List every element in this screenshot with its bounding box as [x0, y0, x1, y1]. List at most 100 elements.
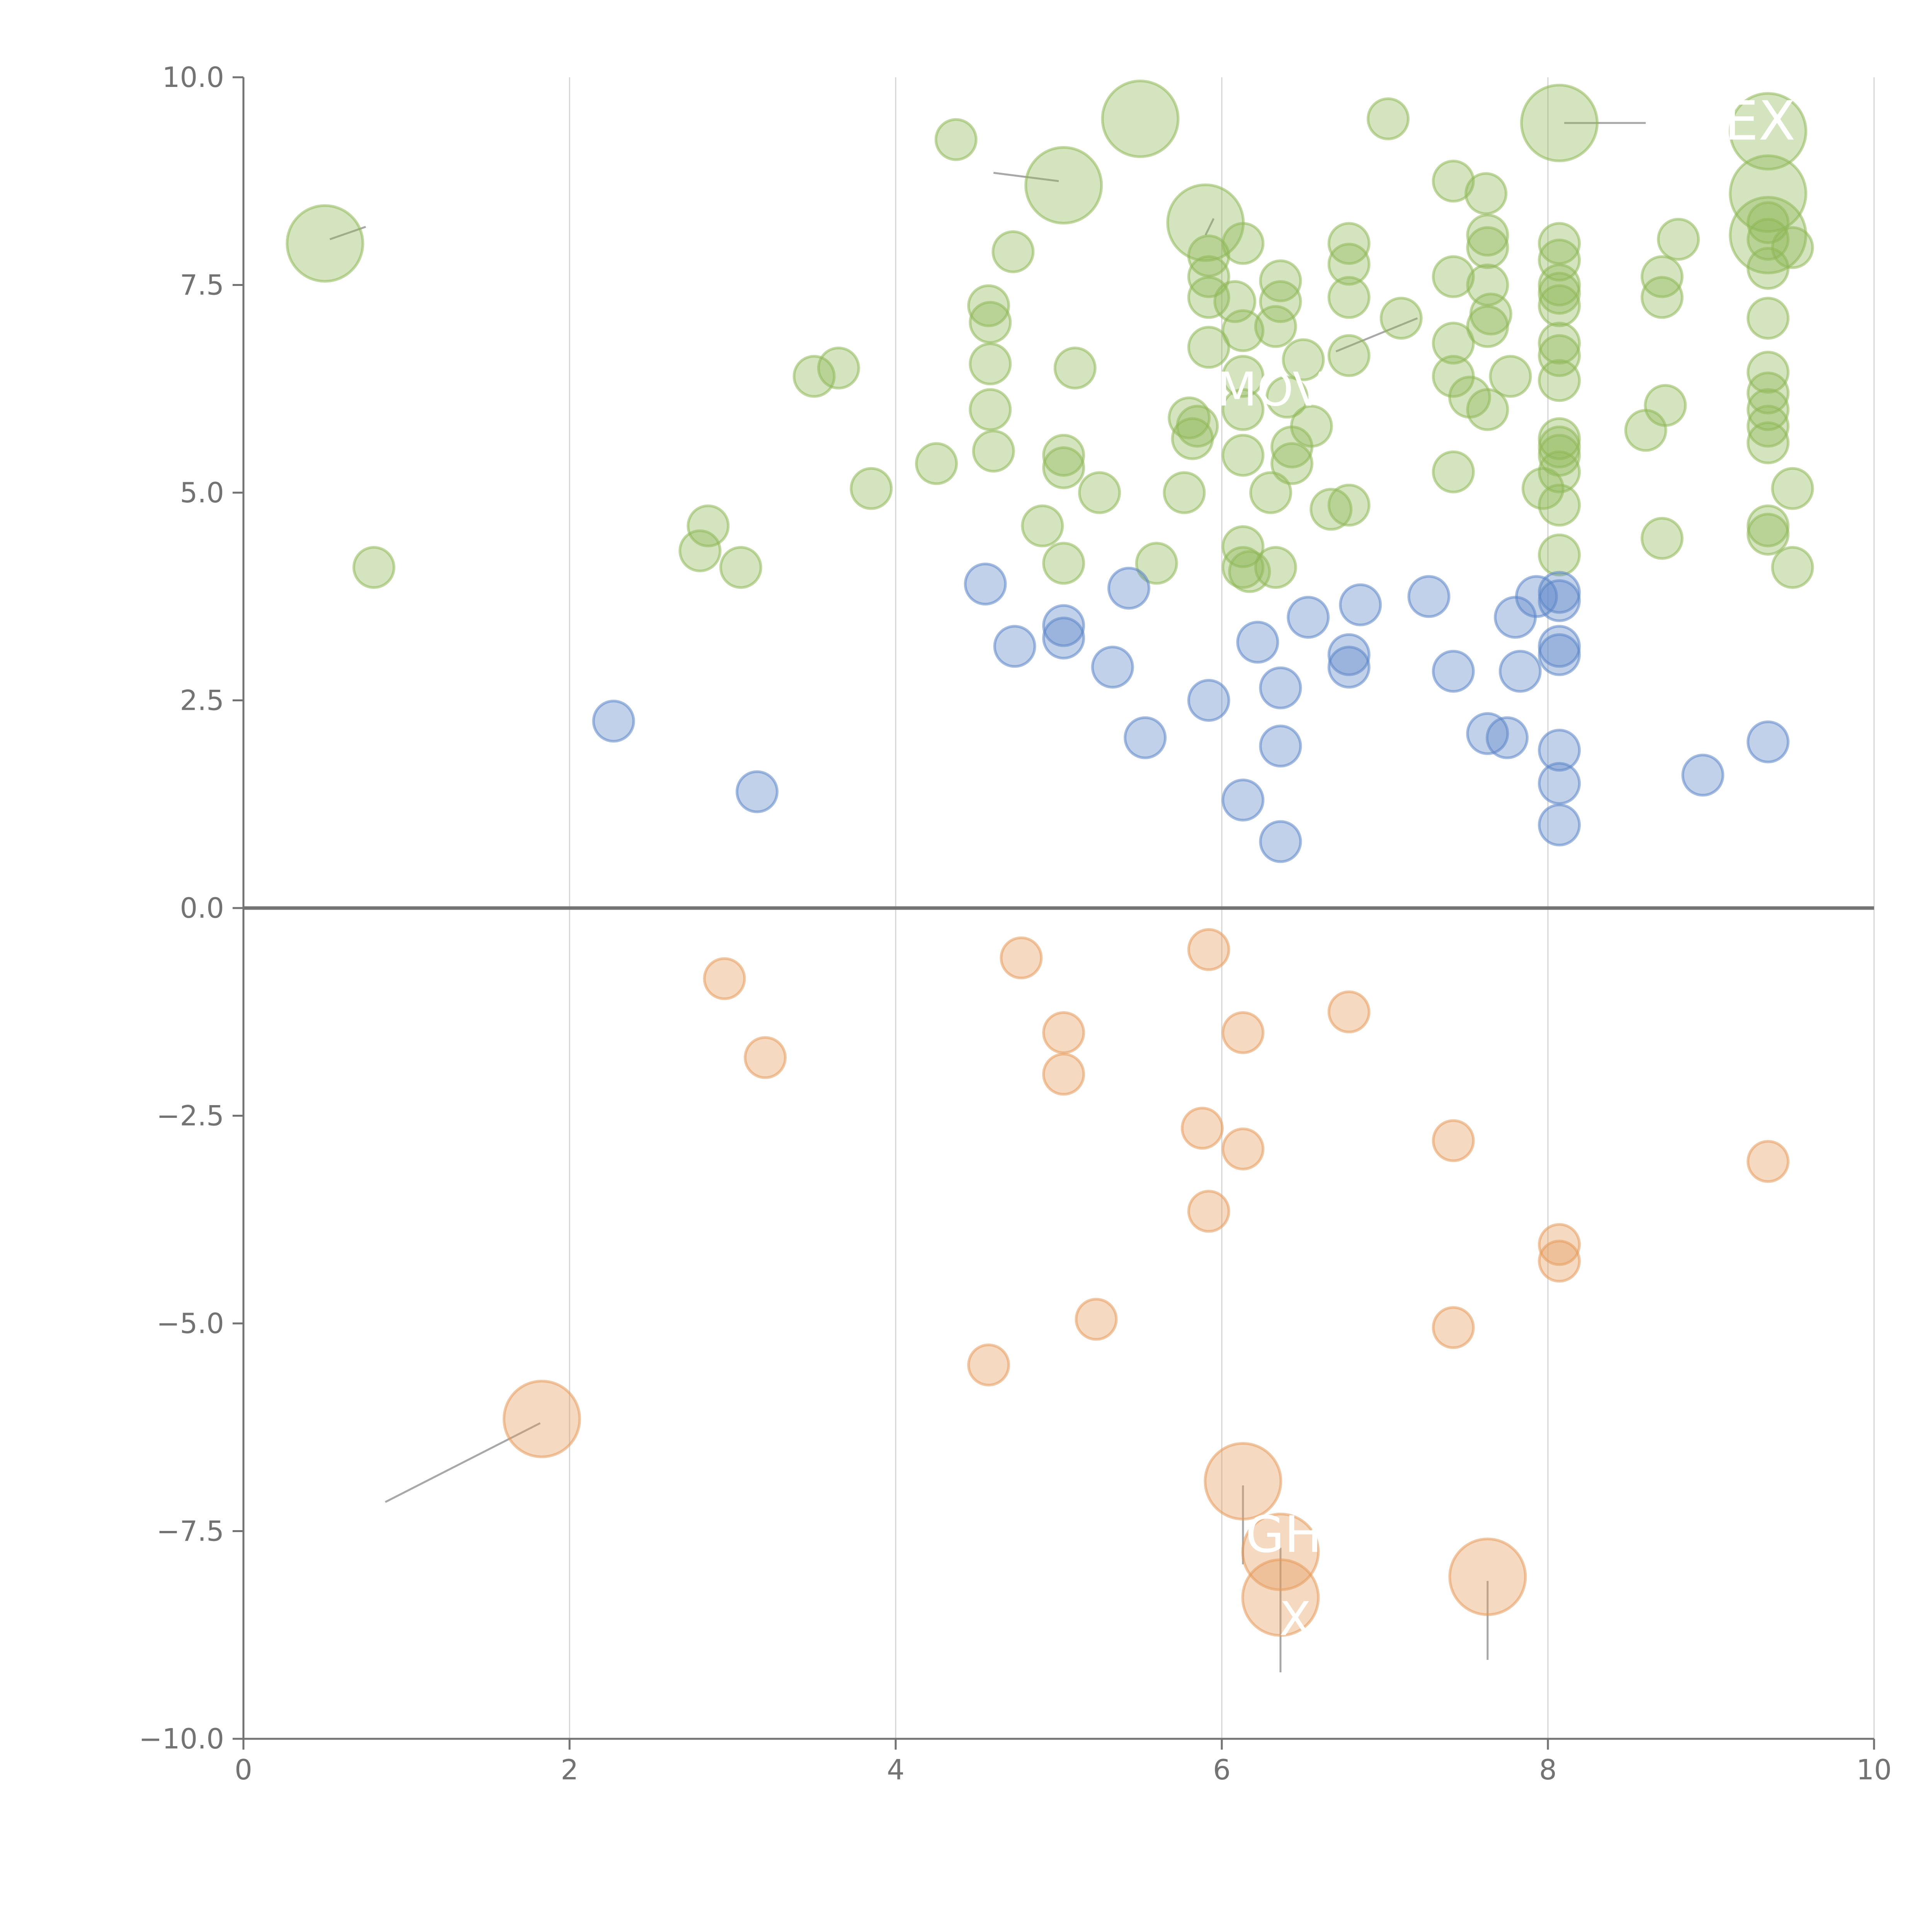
bubble-blue: [1339, 583, 1382, 626]
bubble-label: X: [1279, 1592, 1311, 1646]
bubble-green: [1254, 305, 1297, 348]
bubble-orange: [967, 1344, 1010, 1386]
bubble-green: [1747, 371, 1790, 415]
bubble-green: [1538, 359, 1581, 402]
bubble-orange: [1042, 1011, 1085, 1054]
bubble-green: [1366, 97, 1410, 140]
label-leader-lines: [329, 122, 1646, 1672]
bubble-green: [1729, 154, 1808, 233]
bubble-green: [1187, 326, 1230, 369]
bubbles: [286, 80, 1814, 1637]
bubble-blue: [592, 699, 635, 743]
bubble-green: [1432, 321, 1475, 365]
bubble-green: [1053, 347, 1097, 389]
bubble-blue: [1259, 820, 1302, 863]
bubble-blue: [1747, 720, 1790, 764]
bubble-green: [1466, 388, 1509, 431]
bubble-green: [793, 355, 836, 398]
bubble-blue: [1486, 716, 1529, 759]
bubble-green: [1538, 284, 1581, 327]
bubble-blue: [1107, 566, 1150, 610]
bubble-green: [967, 284, 1010, 327]
bubble-green: [992, 230, 1035, 273]
bubble-green: [1747, 421, 1790, 464]
x-tick-label: 10: [1856, 1753, 1892, 1786]
bubble-green: [352, 546, 396, 589]
bubble-green: [1771, 467, 1814, 510]
bubble-green: [1254, 546, 1297, 589]
bubble-green: [1221, 546, 1265, 589]
bubble-orange: [1221, 1011, 1265, 1054]
bubble-green: [1290, 405, 1333, 448]
bubble-orange: [1538, 1223, 1581, 1266]
bubble-green: [1101, 80, 1180, 158]
bubble-orange: [1204, 1442, 1282, 1520]
bubble-green: [1078, 471, 1121, 514]
bubble-green: [1432, 160, 1475, 203]
leader-line: [1335, 317, 1418, 352]
bubble-blue: [964, 563, 1007, 605]
bubble-green: [1221, 222, 1265, 265]
bubble-orange: [1327, 990, 1371, 1034]
bubble-green: [1729, 92, 1808, 171]
bubble-orange: [1538, 1240, 1581, 1283]
bubble-green: [1221, 388, 1265, 431]
bubble-green: [1747, 297, 1790, 340]
bubble-green: [286, 204, 364, 283]
y-tick-label: 2.5: [180, 684, 224, 717]
bubble-green: [1327, 334, 1371, 377]
bubble-green: [1747, 388, 1790, 431]
bubble-blue: [1498, 650, 1542, 693]
bubble-blue: [1124, 716, 1167, 759]
bubble-green: [1771, 546, 1814, 589]
bubble-orange: [1221, 1128, 1265, 1170]
bubble-green: [1327, 243, 1371, 286]
bubble-green: [1466, 226, 1509, 269]
bubble-orange: [1432, 1306, 1475, 1349]
bubble-label: MOV: [1217, 363, 1325, 417]
bubble-blue: [1259, 666, 1302, 709]
bubble-orange: [1000, 936, 1043, 980]
bubble-orange: [502, 1379, 581, 1458]
bubble-blue: [1287, 596, 1330, 639]
bubble-blue: [1042, 604, 1085, 647]
bubble-green: [1538, 434, 1581, 477]
bubble-green: [1042, 446, 1085, 489]
bubble-green: [1327, 276, 1371, 319]
bubble-green: [1538, 483, 1581, 527]
bubble-green: [969, 388, 1012, 431]
bubble-green: [687, 504, 730, 548]
y-tick-label: 7.5: [180, 269, 224, 301]
bubble-orange: [1042, 1053, 1085, 1096]
bubble-green: [1466, 214, 1509, 257]
bubble-blue: [1221, 779, 1265, 821]
bubble-orange: [1241, 1512, 1320, 1591]
bubble-green: [1432, 450, 1475, 493]
bubble-green: [1221, 309, 1265, 352]
bubble-orange: [1747, 1140, 1790, 1183]
bubble-blue: [1327, 646, 1371, 689]
bubble-green: [1310, 488, 1353, 531]
bubble-blue: [1538, 762, 1581, 805]
bubble-green: [1538, 533, 1581, 577]
bubble-blue: [1432, 650, 1475, 693]
bubble-green: [850, 467, 893, 510]
bubble-orange: [1432, 1119, 1475, 1162]
bubble-green: [1432, 255, 1475, 298]
bubble-green: [1747, 405, 1790, 448]
bubble-green: [679, 529, 722, 572]
y-tick-label: −10.0: [139, 1723, 224, 1755]
bubble-green: [1657, 218, 1700, 261]
bubble-blue: [1187, 679, 1230, 722]
bubble-green: [1640, 276, 1684, 319]
bubble-green: [1221, 434, 1265, 477]
bubble-orange: [1241, 1558, 1320, 1637]
bubble-blue: [1259, 724, 1302, 768]
bubble-green: [1021, 504, 1064, 548]
bubble-green: [1538, 334, 1581, 377]
bubble-green: [1282, 338, 1325, 381]
bubble-green: [1042, 542, 1085, 585]
bubble-blue: [735, 770, 779, 813]
